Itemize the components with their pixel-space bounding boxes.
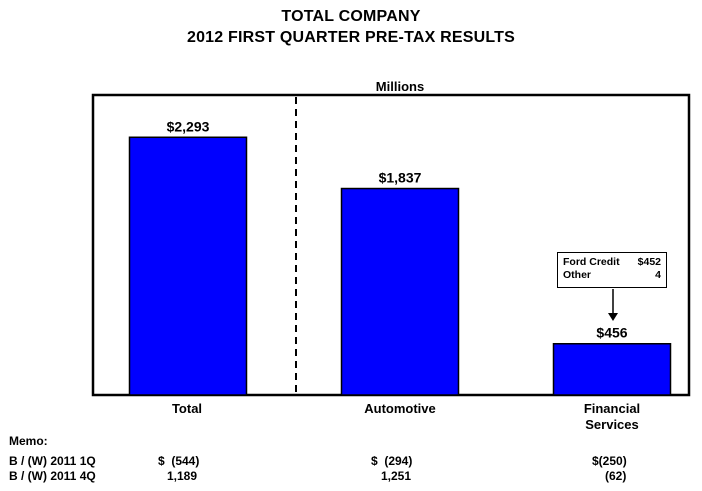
data-label-total: $2,293 [167, 118, 210, 134]
memo-title: Memo: [9, 434, 48, 448]
bars-group: $2,293 $1,837 $456 [128, 118, 672, 396]
data-label-automotive: $1,837 [379, 170, 422, 186]
financial-services-callout: Ford Credit $452 Other 4 [557, 252, 667, 288]
bar-automotive [340, 187, 460, 396]
category-label-financial-line2: Services [585, 417, 639, 432]
callout-other-value: 4 [655, 269, 661, 281]
memo-row-2-financial: (62) [605, 469, 627, 483]
memo-row-1-total: $ (544) [158, 454, 200, 468]
memo-row-1-financial: $(250) [592, 454, 627, 468]
bar-total [128, 136, 248, 396]
category-label-total: Total [171, 401, 203, 416]
memo-row-1-automotive: $ (294) [371, 454, 413, 468]
category-label-financial-services: Financial Services [532, 401, 692, 433]
callout-arrow-head [608, 313, 618, 321]
chart-title-line1: TOTAL COMPANY [281, 8, 421, 25]
memo-row-2-automotive: 1,251 [381, 469, 412, 483]
category-label-automotive: Automotive [364, 401, 436, 416]
memo-row-1-label: B / (W) 2011 1Q [9, 454, 96, 468]
memo-row-2-total: 1,189 [167, 469, 198, 483]
callout-other-label: Other [563, 269, 592, 281]
memo-row-2-label: B / (W) 2011 4Q [9, 469, 96, 483]
category-label-financial-line1: Financial [583, 401, 641, 416]
data-label-financial-services: $456 [596, 325, 627, 341]
chart-title-line2: 2012 FIRST QUARTER PRE-TAX RESULTS [186, 29, 516, 46]
units-label: Millions [375, 79, 425, 94]
callout-ford-credit-value: $452 [637, 256, 661, 268]
callout-ford-credit-label: Ford Credit [563, 256, 620, 268]
bar-financial-services [552, 342, 672, 396]
